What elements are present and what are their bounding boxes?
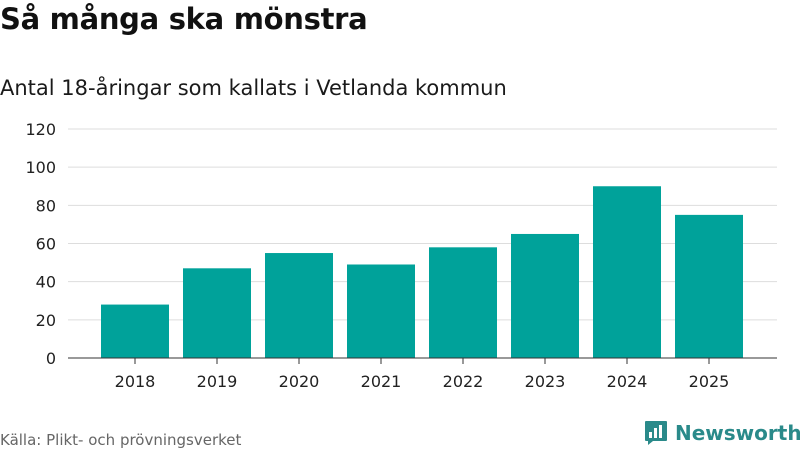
- y-tick-label: 80: [36, 196, 56, 215]
- bar-2023: [511, 233, 579, 358]
- chart-subtitle: Antal 18-åringar som kallats i Vetlanda …: [0, 76, 507, 100]
- bar-2019: [183, 268, 251, 358]
- bar-2024: [593, 186, 661, 358]
- chart-title: Så många ska mönstra: [0, 2, 368, 36]
- x-tick-label: 2023: [525, 372, 566, 391]
- source-note: Källa: Plikt- och prövningsverket: [0, 431, 242, 449]
- x-tick-label: 2022: [443, 372, 484, 391]
- x-tick-label: 2024: [607, 372, 648, 391]
- x-tick-label: 2019: [197, 372, 238, 391]
- bar-2020: [265, 253, 333, 358]
- y-tick-label: 0: [46, 349, 56, 368]
- brand-name: Newsworthy: [675, 421, 800, 445]
- y-tick-label: 100: [25, 158, 56, 177]
- y-tick-label: 60: [36, 235, 56, 254]
- y-tick-label: 120: [25, 120, 56, 139]
- newsworthy-logo: Newsworthy: [644, 420, 800, 446]
- y-tick-label: 40: [36, 273, 56, 292]
- x-tick-label: 2021: [361, 372, 402, 391]
- bar-chart: 0 20 40 60 80 100 120 2018 2019 2020 2021 2022 2023 2…: [25, 120, 777, 391]
- newsworthy-icon: [645, 421, 667, 445]
- y-tick-label: 20: [36, 311, 56, 330]
- bar-2021: [347, 264, 415, 358]
- x-tick-label: 2018: [115, 372, 156, 391]
- x-tick-label: 2020: [279, 372, 320, 391]
- x-tick-label: 2025: [689, 372, 730, 391]
- bar-2022: [429, 247, 497, 358]
- bar-2018: [101, 304, 169, 358]
- bar-2025: [675, 214, 743, 358]
